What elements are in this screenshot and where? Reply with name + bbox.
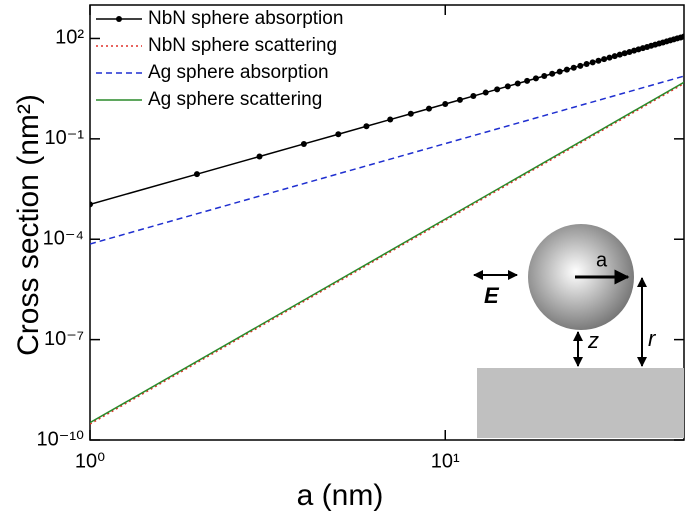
series-marker xyxy=(524,77,531,84)
y-tick-label: 10⁻¹ xyxy=(45,127,85,149)
y-tick-label: 10² xyxy=(55,27,84,49)
series-marker xyxy=(514,80,521,87)
y-tick-label: 10⁻⁴ xyxy=(43,228,84,250)
legend-label: NbN sphere scattering xyxy=(148,35,337,56)
y-axis-label: Cross section (nm²) xyxy=(12,94,45,356)
series-marker xyxy=(494,86,501,93)
field-label: E xyxy=(484,283,500,308)
series-marker xyxy=(456,96,463,103)
series-line xyxy=(90,81,684,424)
series-marker xyxy=(681,33,684,40)
series-marker xyxy=(621,50,628,57)
series-marker xyxy=(193,171,200,178)
series-line xyxy=(90,75,684,245)
series-marker xyxy=(601,56,608,63)
series-marker xyxy=(549,70,556,77)
series-marker xyxy=(583,61,590,68)
series-marker xyxy=(363,123,370,130)
series-marker xyxy=(504,83,511,90)
y-tick-label: 10⁻¹⁰ xyxy=(37,428,84,450)
series xyxy=(90,82,684,425)
series-marker xyxy=(626,48,633,55)
series-marker xyxy=(577,62,584,69)
series-marker xyxy=(442,100,449,107)
x-axis-label: a (nm) xyxy=(297,479,384,512)
series-marker xyxy=(595,57,602,64)
legend-label: Ag sphere scattering xyxy=(148,89,322,110)
legend-marker xyxy=(116,16,122,22)
series-marker xyxy=(589,59,596,66)
substrate xyxy=(477,368,684,438)
series-marker xyxy=(556,68,563,75)
series xyxy=(90,81,684,424)
series-marker xyxy=(425,105,432,112)
series-line xyxy=(90,82,684,425)
series xyxy=(90,75,684,245)
series-marker xyxy=(90,201,93,208)
series-marker xyxy=(606,54,613,61)
series-marker xyxy=(256,153,263,160)
series-marker xyxy=(470,93,477,100)
series-marker xyxy=(532,75,539,82)
series-marker xyxy=(482,89,489,96)
series-marker xyxy=(541,73,548,80)
legend-label: Ag sphere absorption xyxy=(148,62,329,83)
series-marker xyxy=(387,116,394,123)
distance-label: r xyxy=(648,326,657,351)
series-marker xyxy=(300,140,307,147)
gap-label: z xyxy=(587,328,599,353)
series-marker xyxy=(407,110,414,117)
series-marker xyxy=(616,51,623,58)
series-marker xyxy=(335,131,342,138)
series-marker xyxy=(563,66,570,73)
plot-frame xyxy=(89,4,685,441)
series xyxy=(90,33,684,208)
series-marker xyxy=(570,64,577,71)
y-tick-label: 10⁻⁷ xyxy=(44,328,84,350)
legend-label: NbN sphere absorption xyxy=(148,8,343,29)
x-tick-label: 10¹ xyxy=(431,450,460,472)
series-marker xyxy=(611,53,618,60)
x-tick-label: 10⁰ xyxy=(75,450,105,472)
radius-label: a xyxy=(596,249,608,271)
inset: a E z r xyxy=(473,224,684,438)
